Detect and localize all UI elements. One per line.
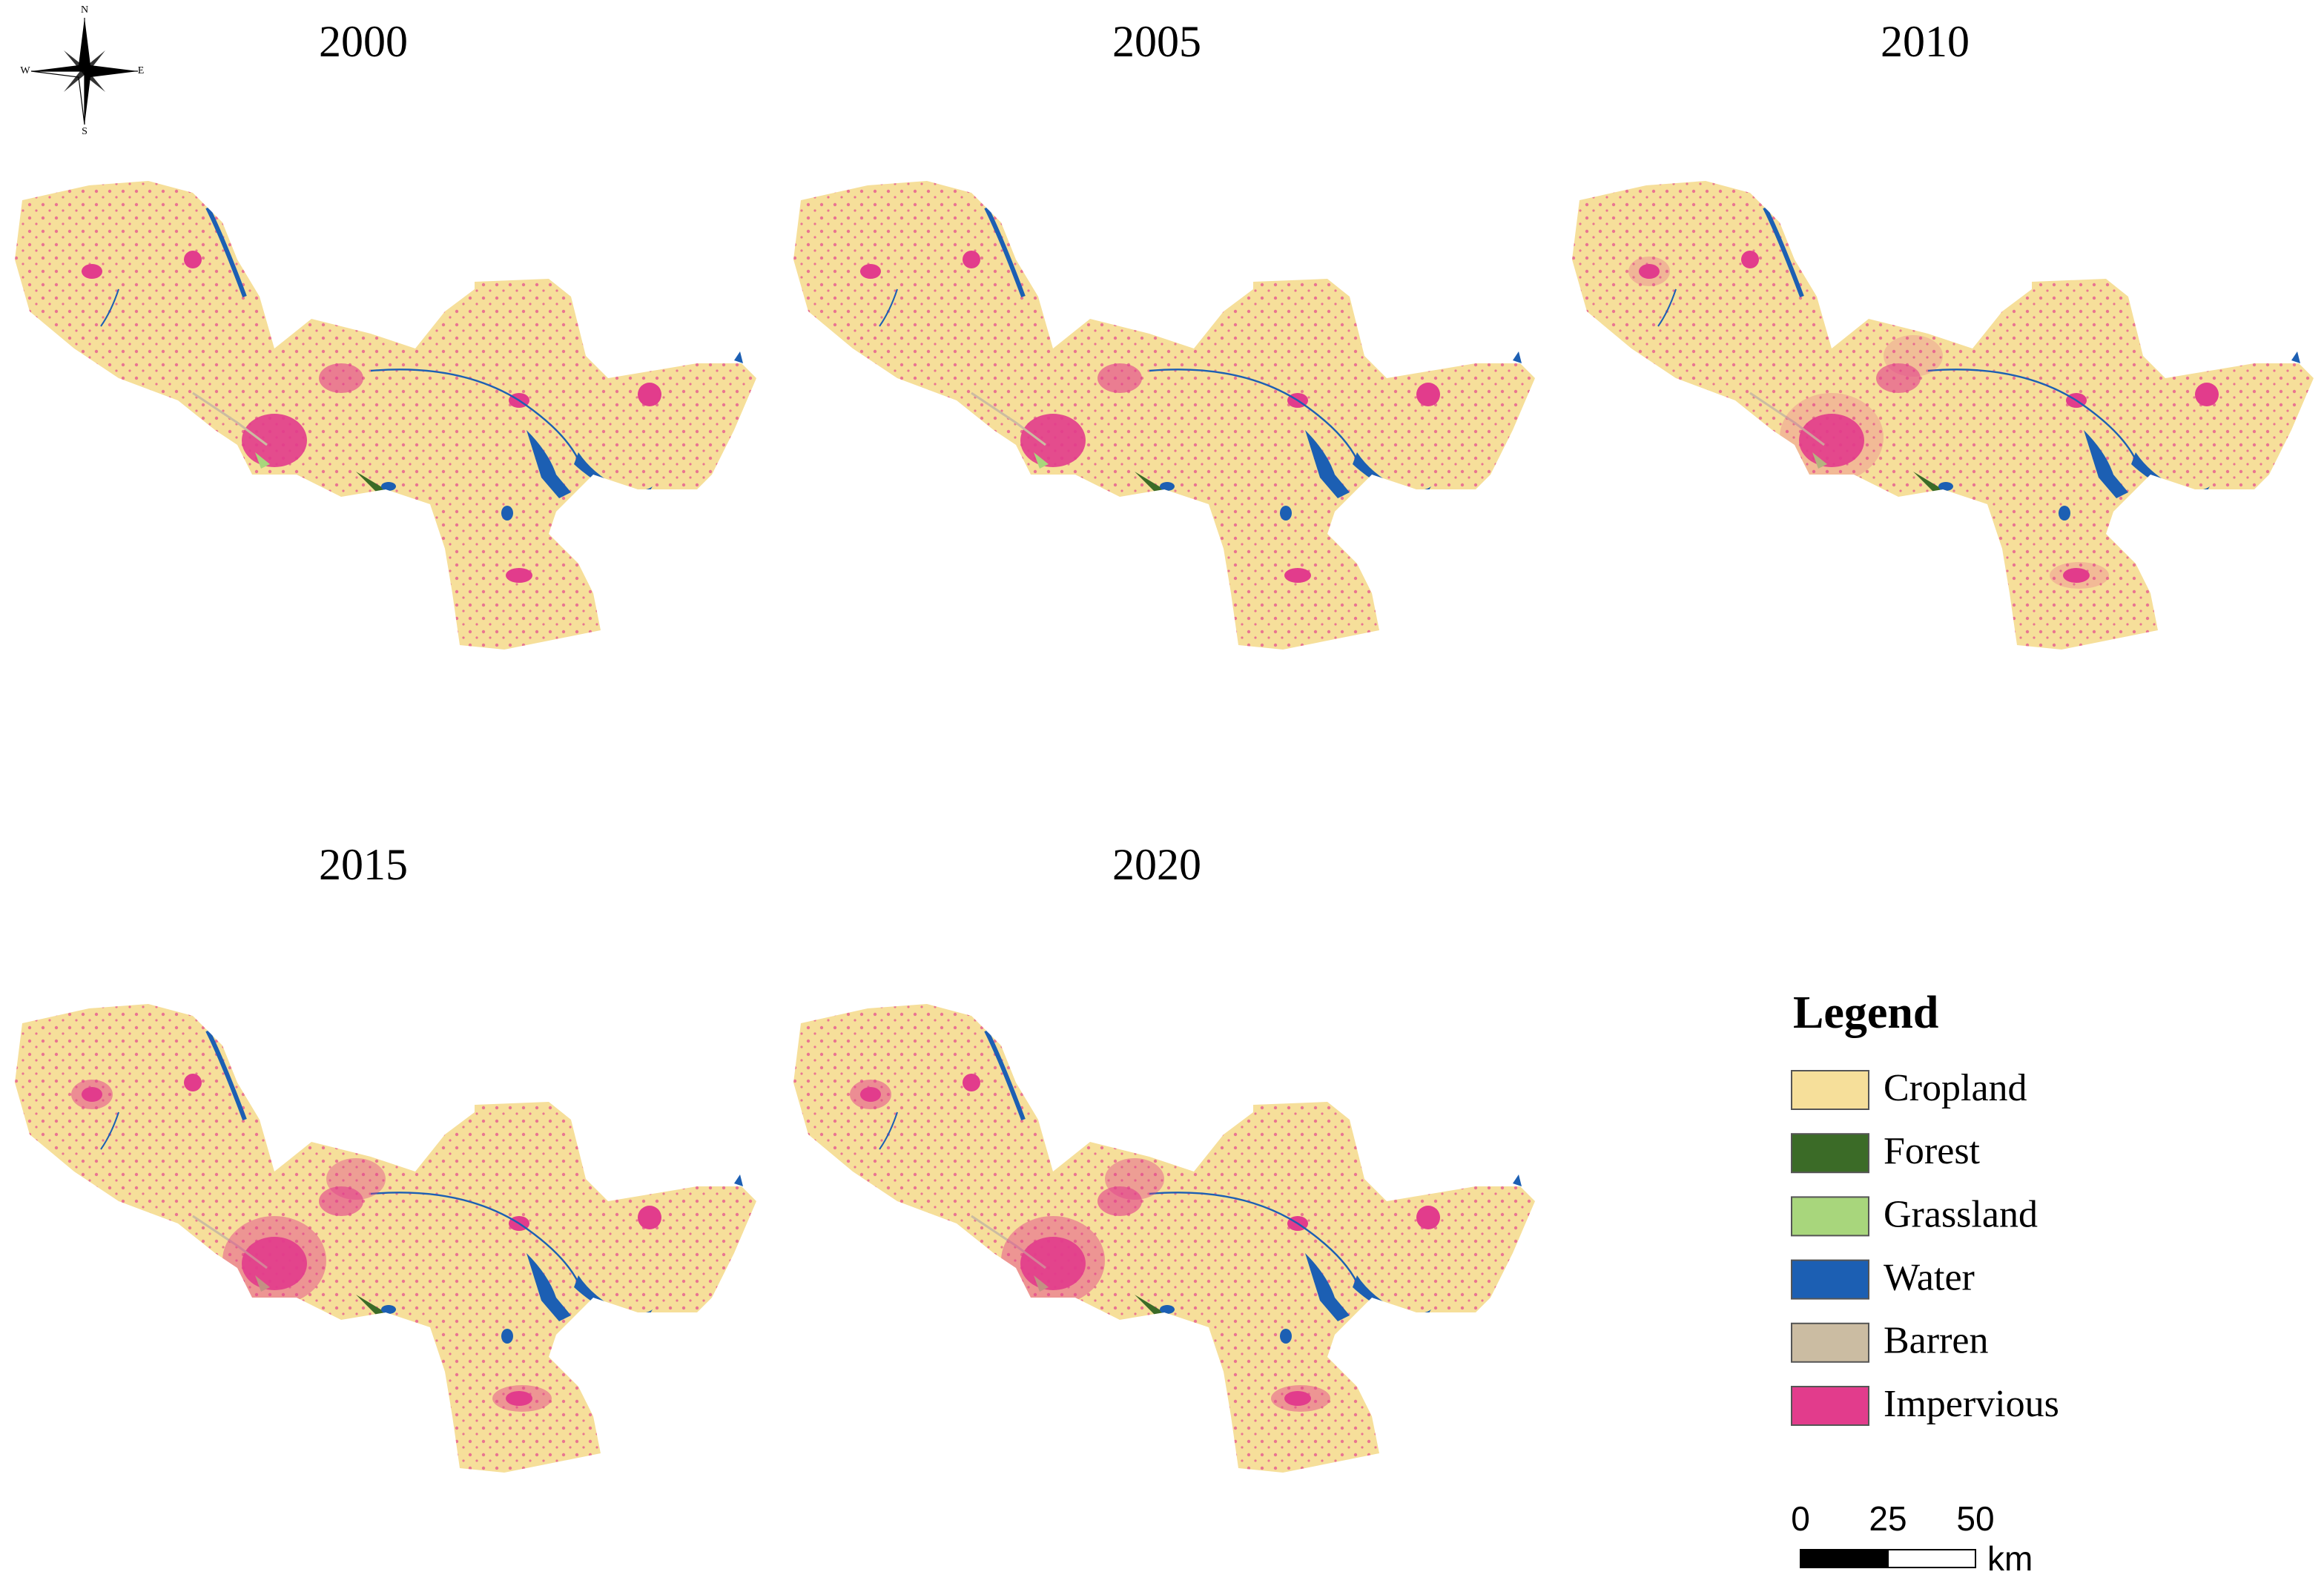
panel-title: 2010 xyxy=(1881,17,1970,66)
map-panel: 2000 xyxy=(0,17,771,667)
scale-tick-label: 25 xyxy=(1869,1499,1907,1538)
map-panel: 2015 xyxy=(0,840,771,1490)
legend-label: Cropland xyxy=(1884,1067,2027,1109)
region-map xyxy=(0,148,771,667)
compass-w: W xyxy=(20,65,30,76)
compass-s: S xyxy=(82,126,88,137)
panel-title: 2005 xyxy=(1112,17,1201,66)
legend-swatch xyxy=(1791,1259,1869,1300)
legend-swatch xyxy=(1791,1196,1869,1237)
legend-swatch xyxy=(1791,1386,1869,1426)
compass-n: N xyxy=(81,4,88,16)
region-map xyxy=(0,971,771,1490)
legend-title: Legend xyxy=(1793,988,1938,1038)
legend-label: Barren xyxy=(1884,1320,1988,1362)
scale-bar: km 0 25 50 xyxy=(1791,1499,2033,1578)
legend-swatch xyxy=(1791,1133,1869,1174)
map-panel: 2010 xyxy=(1557,17,2324,667)
region-map xyxy=(1557,148,2324,667)
scale-tick-label: 0 xyxy=(1791,1499,1810,1538)
panel-title: 2015 xyxy=(319,840,408,889)
map-panel: 2020 xyxy=(779,840,1550,1490)
region-map xyxy=(779,148,1550,667)
legend-swatch xyxy=(1791,1322,1869,1363)
compass-e: E xyxy=(138,65,145,76)
panel-title: 2020 xyxy=(1112,840,1201,889)
legend: Legend Cropland Forest Grassland Water Barre… xyxy=(1791,988,2059,1426)
map-panel: 2005 xyxy=(779,17,1550,667)
compass: N S E W xyxy=(20,4,144,137)
region-map xyxy=(779,971,1550,1490)
scale-unit: km xyxy=(1987,1539,2033,1578)
panel-title: 2000 xyxy=(319,17,408,66)
scale-tick-label: 50 xyxy=(1956,1499,1994,1538)
legend-label: Water xyxy=(1884,1257,1975,1299)
legend-label: Forest xyxy=(1884,1130,1981,1172)
legend-label: Grassland xyxy=(1884,1193,2038,1235)
legend-label: Impervious xyxy=(1884,1383,2059,1425)
legend-swatch xyxy=(1791,1070,1869,1110)
